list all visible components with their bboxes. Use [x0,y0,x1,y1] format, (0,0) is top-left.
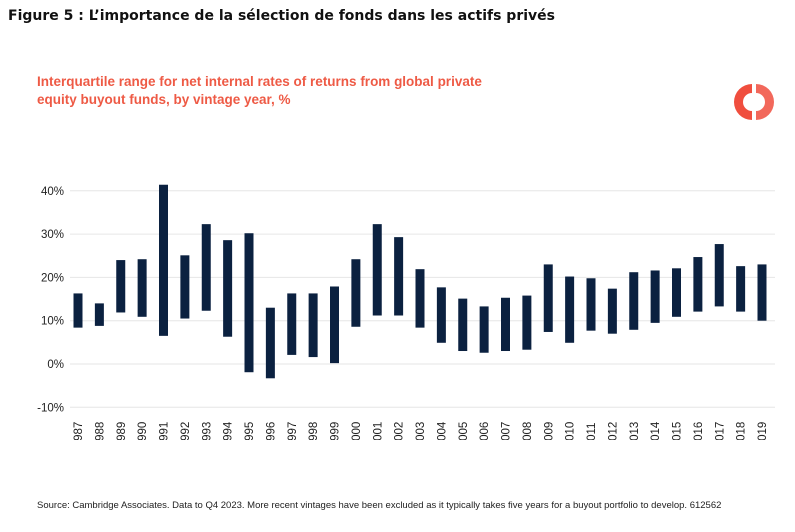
range-bar [137,259,147,317]
x-tick-label: 1999 [330,422,342,440]
x-tick-label: 1987 [73,422,85,440]
x-tick-label: 1996 [265,422,277,440]
x-tick-label: 2019 [757,422,769,440]
range-bar [287,293,297,355]
x-tick-label: 2009 [543,422,555,440]
range-bar [394,237,404,316]
range-bar [543,264,553,332]
x-tick-label: 2011 [586,423,598,440]
range-bar [672,268,681,317]
y-tick-label: -10% [37,402,64,414]
range-bar [736,266,746,312]
range-bar [607,288,617,334]
y-tick-label: 0% [47,359,64,371]
y-tick-label: 20% [41,272,64,284]
x-tick-label: 2003 [415,422,427,440]
range-bar [223,240,233,337]
range-bar [244,233,254,373]
x-tick-label: 1993 [201,422,213,440]
x-tick-label: 1990 [137,422,149,440]
x-tick-label: 1994 [223,421,235,440]
x-tick-label: 2013 [629,422,641,440]
x-tick-label: 1992 [180,422,192,440]
figure-title: Figure 5 : L’importance de la sélection … [8,8,555,24]
range-bar [522,295,532,350]
range-bar [73,293,83,328]
red-ring-logo-icon [734,84,774,120]
range-bar [351,259,361,327]
x-tick-label: 1997 [287,422,299,440]
range-bar [458,298,468,352]
range-bar-chart: -10% 0% 10% 20% 30% 40% 1987 1988 1989 1990 1991 19… [37,184,775,440]
x-tick-label: 2012 [607,422,619,440]
x-tick-label: 1991 [159,422,171,440]
range-bar [436,287,446,343]
range-bar [565,276,575,343]
y-tick-label: 30% [41,229,64,241]
chart-title: Interquartile range for net internal rat… [37,74,482,107]
x-tick-label: 2018 [736,422,748,440]
source-note: Source: Cambridge Associates. Data to Q4… [37,500,722,511]
y-tick-label: 10% [41,316,64,328]
x-tick-label: 1995 [244,422,256,440]
range-bar [479,306,489,353]
range-bar [201,224,211,311]
range-bar [629,272,639,330]
range-bar [501,297,510,352]
range-bar [116,260,126,313]
range-bar [94,303,104,326]
range-bar [308,293,318,358]
x-tick-label: 1998 [308,422,320,440]
range-bar [586,278,596,331]
range-bar [372,224,382,316]
x-tick-label: 2014 [650,421,662,440]
range-bar [330,286,339,364]
x-tick-label: 2007 [501,422,513,440]
range-bar [159,184,168,336]
y-tick-label: 40% [41,186,64,198]
x-tick-label: 2008 [522,422,534,440]
x-tick-label: 2005 [458,422,470,440]
x-tick-label: 2010 [565,422,577,440]
range-bar [757,264,767,321]
x-tick-label: 1988 [94,422,106,440]
range-bar [650,270,660,323]
range-bar [265,307,275,379]
range-bar [693,257,703,312]
x-tick-label: 2006 [479,422,491,440]
x-tick-label: 1989 [116,422,128,440]
range-bar [415,269,425,328]
x-tick-label: 2004 [436,421,448,440]
x-tick-label: 2001 [372,422,384,440]
x-tick-label: 2017 [714,422,726,440]
x-tick-label: 2015 [672,422,684,440]
x-tick-label: 2016 [693,422,705,440]
x-tick-label: 2002 [394,422,406,440]
range-bar [714,244,724,307]
x-tick-label: 2000 [351,422,363,440]
range-bar [180,255,190,319]
